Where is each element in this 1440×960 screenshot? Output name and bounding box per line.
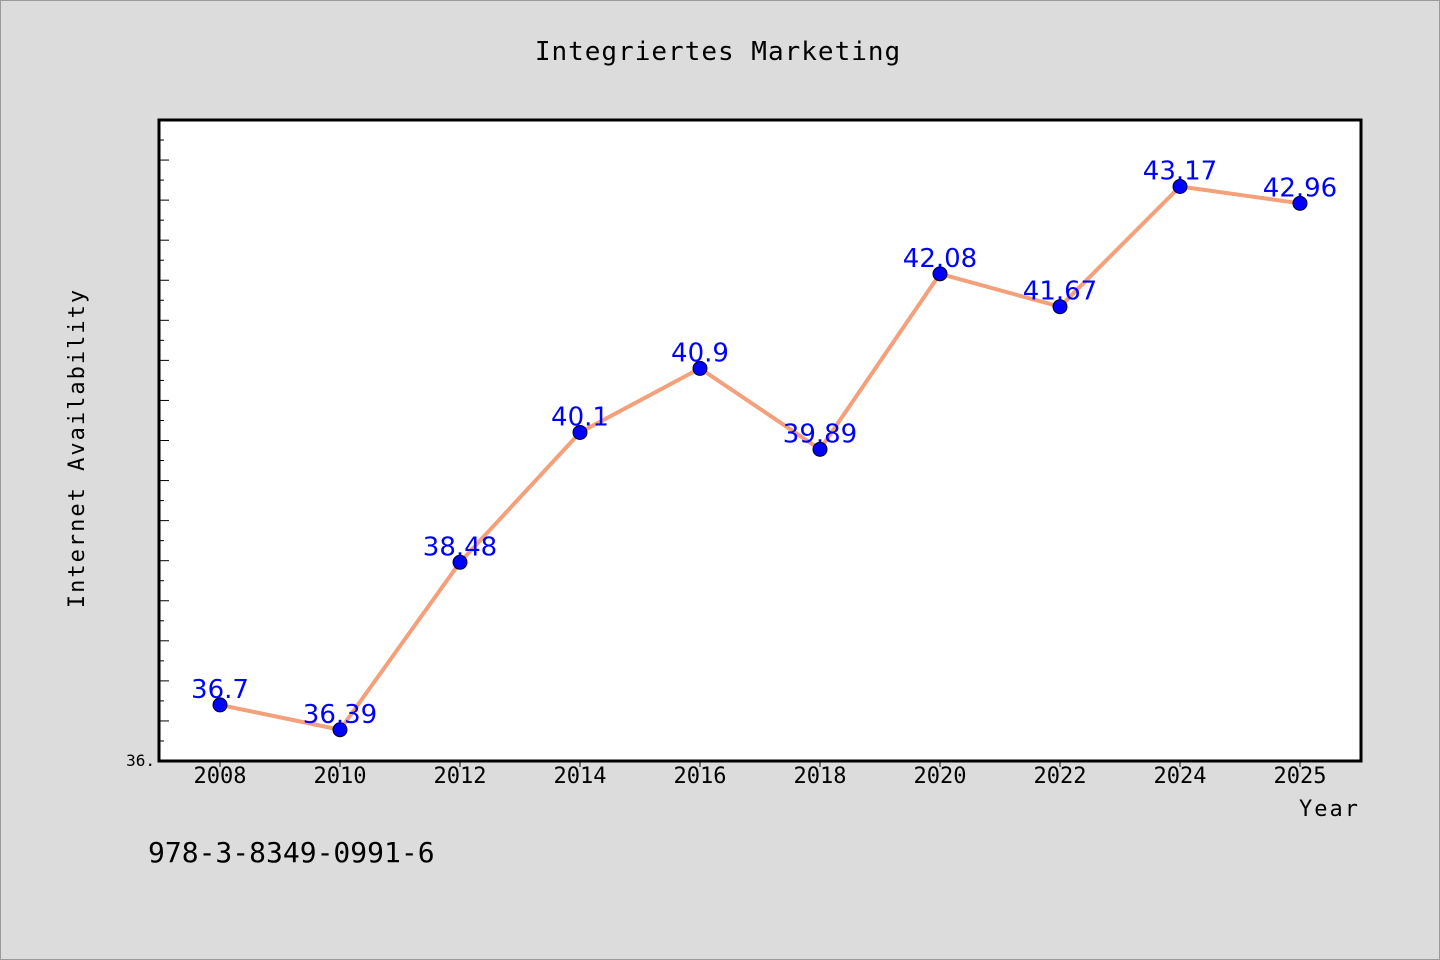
x-axis-label: Year <box>1299 797 1360 822</box>
x-tick-label: 2016 <box>674 764 727 789</box>
series-line <box>219 184 1301 732</box>
data-point-marker <box>212 697 228 713</box>
y-tick-label: 36. <box>126 751 155 770</box>
data-labels: 36.7 36.39 38.48 40.1 40.9 39.89 42.08 41.67 43.… <box>191 157 1337 730</box>
plot-area <box>157 118 1363 763</box>
data-point-marker <box>692 360 708 376</box>
data-label: 38.48 <box>423 532 497 562</box>
data-point-marker <box>1292 195 1308 211</box>
x-tick-label: 2020 <box>914 764 967 789</box>
x-tick-label: 2010 <box>314 764 367 789</box>
data-point-marker <box>572 424 588 440</box>
x-tick-label: 2018 <box>794 764 847 789</box>
data-label: 40.9 <box>671 338 729 368</box>
x-tick-label: 2022 <box>1034 764 1087 789</box>
x-tick-label: 2025 <box>1274 764 1327 789</box>
data-point-marker <box>1052 299 1068 315</box>
data-label: 36.39 <box>303 700 377 730</box>
data-point-marker <box>932 266 948 282</box>
series-markers <box>212 179 1308 738</box>
data-point-marker <box>1172 179 1188 195</box>
isbn-footnote: 978-3-8349-0991-6 <box>148 836 435 869</box>
data-label: 39.89 <box>783 419 857 449</box>
data-point-marker <box>452 554 468 570</box>
data-label: 42.08 <box>903 244 977 274</box>
data-label: 40.1 <box>551 402 609 432</box>
data-point-marker <box>812 441 828 457</box>
data-label: 43.17 <box>1143 157 1217 187</box>
x-tick-label: 2014 <box>554 764 607 789</box>
x-tick-label: 2008 <box>194 764 247 789</box>
chart-title: Integriertes Marketing <box>535 37 901 67</box>
x-ticks: 2008 2010 2012 2014 2016 2018 2020 2022 2024 2025 <box>194 761 1327 789</box>
data-label: 36.7 <box>191 675 249 705</box>
data-label: 42.96 <box>1263 173 1337 203</box>
x-tick-label: 2024 <box>1154 764 1207 789</box>
y-minor-ticks <box>159 119 169 762</box>
data-point-marker <box>332 722 348 738</box>
y-axis-label: Internet Availability <box>65 288 90 608</box>
data-label: 41.67 <box>1023 277 1097 307</box>
x-tick-label: 2012 <box>434 764 487 789</box>
